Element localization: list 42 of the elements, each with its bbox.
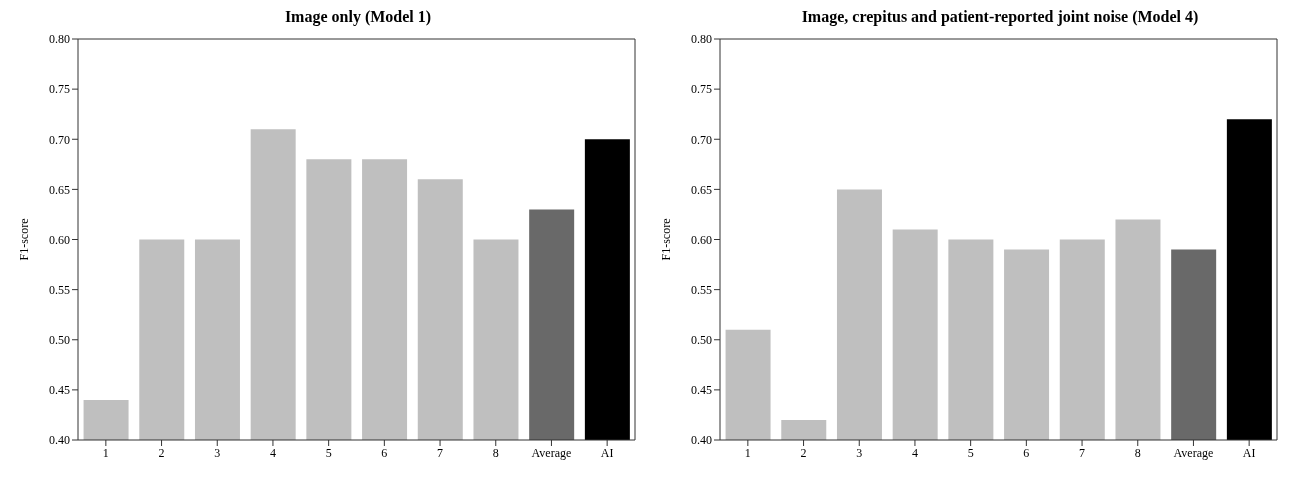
x-tick-label: 8 — [492, 445, 499, 460]
x-tick-label: 3 — [214, 445, 221, 460]
x-tick-label: 1 — [744, 445, 751, 460]
y-tick-label: 0.80 — [49, 32, 70, 47]
x-tick-label: Average — [531, 445, 572, 460]
y-tick-label: 0.65 — [691, 182, 712, 197]
x-tick-label: Average — [1173, 445, 1214, 460]
x-tick-label: 6 — [381, 445, 388, 460]
x-tick-label: 5 — [967, 445, 974, 460]
y-tick-label: 0.45 — [49, 383, 70, 398]
chart-title: Image, crepitus and patient-reported joint noise (Model 4) — [800, 8, 1200, 28]
x-tick-label: AI — [1242, 445, 1256, 460]
x-tick-label: 1 — [102, 445, 109, 460]
y-tick-label: 0.50 — [49, 333, 70, 348]
y-tick-label: 0.60 — [49, 232, 70, 247]
y-tick-label: 0.40 — [691, 433, 712, 448]
y-tick-label: 0.70 — [49, 132, 70, 147]
x-tick-label: 8 — [1134, 445, 1141, 460]
x-tick-label: 2 — [158, 445, 165, 460]
x-tick-label: AI — [600, 445, 614, 460]
x-tick-label: 5 — [325, 445, 332, 460]
x-tick-label: 7 — [1079, 445, 1086, 460]
x-tick-label: 6 — [1023, 445, 1030, 460]
x-tick-label: 3 — [856, 445, 863, 460]
x-tick-label: 4 — [911, 445, 918, 460]
x-tick-label: 4 — [269, 445, 276, 460]
y-tick-label: 0.60 — [691, 232, 712, 247]
y-tick-label: 0.65 — [49, 182, 70, 197]
y-tick-label: 0.55 — [49, 282, 70, 297]
chart-title: Image only (Model 1) — [283, 8, 433, 28]
y-tick-label: 0.80 — [691, 32, 712, 47]
x-tick-label: 2 — [800, 445, 807, 460]
x-tick-label: 7 — [437, 445, 444, 460]
y-tick-label: 0.75 — [49, 82, 70, 97]
y-tick-label: 0.50 — [691, 333, 712, 348]
y-axis-title: F1-score — [17, 218, 32, 261]
y-tick-label: 0.55 — [691, 282, 712, 297]
y-tick-label: 0.70 — [691, 132, 712, 147]
y-tick-label: 0.40 — [49, 433, 70, 448]
y-tick-label: 0.45 — [691, 383, 712, 398]
y-axis-title: F1-score — [659, 218, 674, 261]
y-tick-label: 0.75 — [691, 82, 712, 97]
